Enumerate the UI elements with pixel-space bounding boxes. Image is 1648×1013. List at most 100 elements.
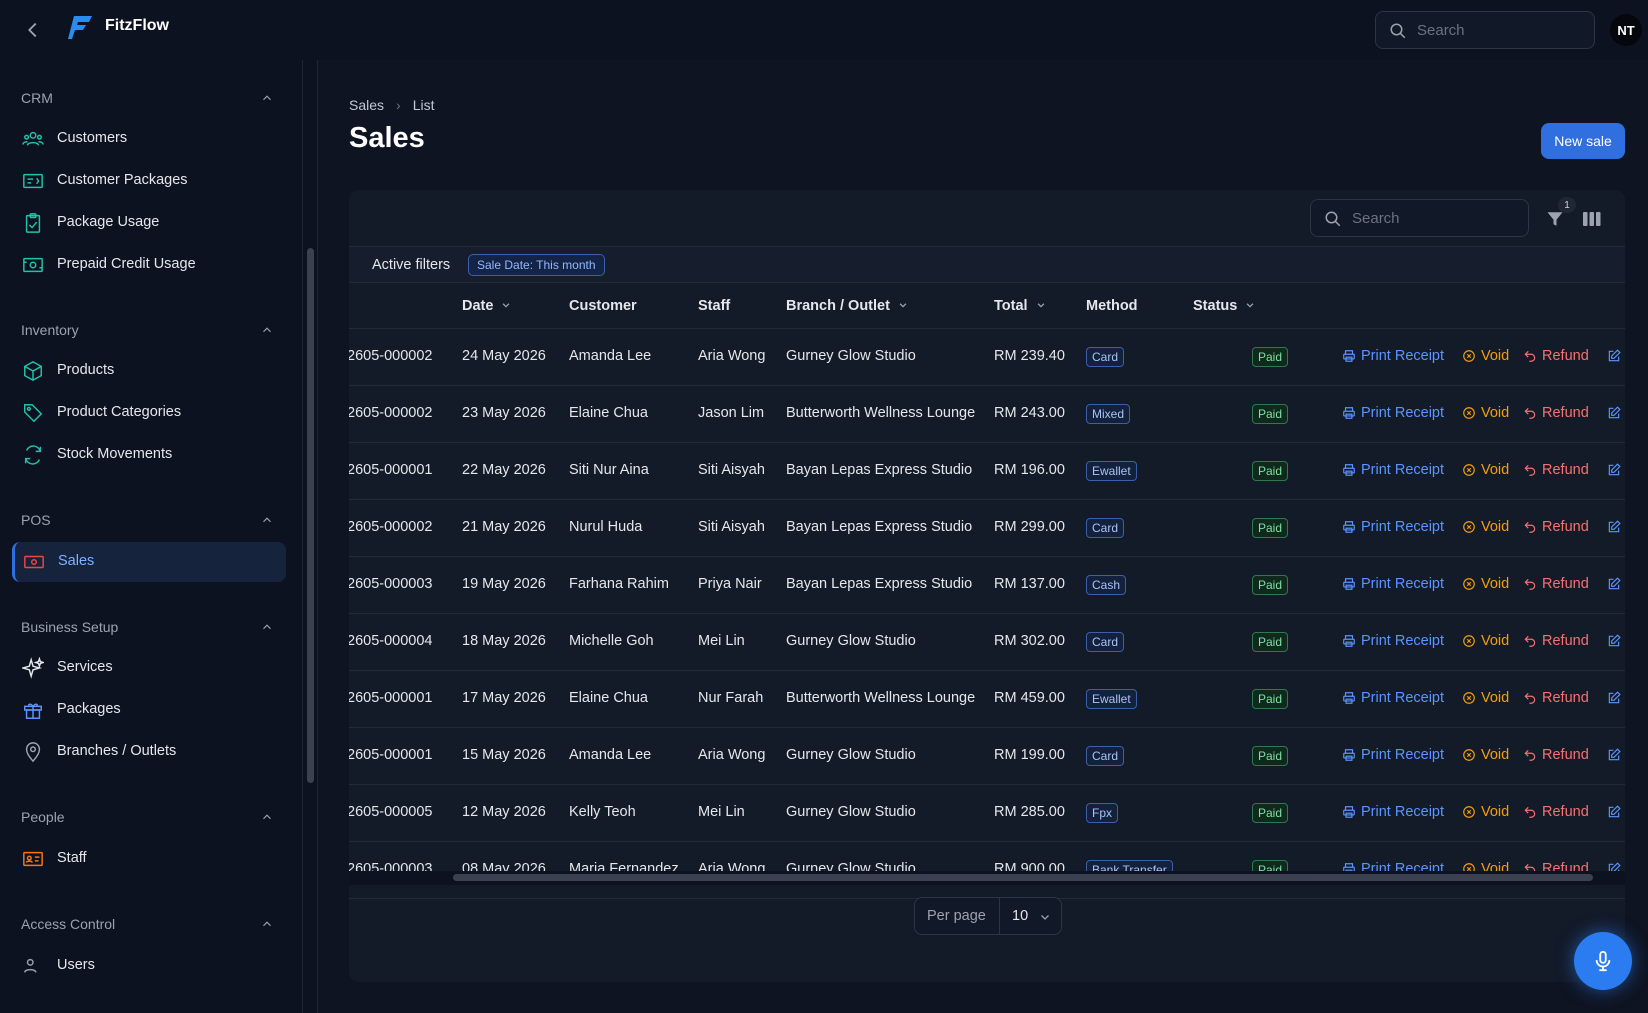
chevron-up-icon[interactable] — [260, 620, 274, 634]
sidebar-item-stock-movements[interactable]: Stock Movements — [12, 435, 286, 475]
table-row[interactable]: 2605-000002 23 May 2026 Elaine Chua Jason L… — [349, 386, 1625, 443]
print-receipt-button[interactable]: Print Receipt — [1342, 804, 1444, 820]
edit-button[interactable]: Edi — [1607, 462, 1625, 478]
sidebar-item-label: Package Usage — [57, 214, 160, 230]
column-header-date[interactable]: Date — [462, 298, 511, 314]
refund-button[interactable]: Refund — [1523, 348, 1589, 364]
edit-button[interactable]: Edi — [1607, 348, 1625, 364]
void-button[interactable]: Void — [1462, 348, 1509, 364]
sidebar-item-products[interactable]: Products — [12, 351, 286, 391]
horizontal-scroll-thumb[interactable] — [453, 874, 1593, 881]
refund-button[interactable]: Refund — [1523, 576, 1589, 592]
refund-button[interactable]: Refund — [1523, 405, 1589, 421]
sidebar-item-sales[interactable]: Sales — [12, 542, 286, 582]
void-button[interactable]: Void — [1462, 405, 1509, 421]
edit-button[interactable]: Edi — [1607, 633, 1625, 649]
print-receipt-button[interactable]: Print Receipt — [1342, 633, 1444, 649]
void-button[interactable]: Void — [1462, 576, 1509, 592]
void-button[interactable]: Void — [1462, 804, 1509, 820]
edit-icon — [1608, 691, 1621, 704]
sidebar-item-product-categories[interactable]: Product Categories — [12, 393, 286, 433]
table-row[interactable]: 2605-000005 12 May 2026 Kelly Teoh Mei Lin G… — [349, 785, 1625, 842]
column-header-method[interactable]: Method — [1086, 298, 1138, 314]
columns-icon[interactable] — [1583, 211, 1601, 227]
sidebar-item-staff[interactable]: Staff — [12, 839, 286, 879]
print-receipt-button[interactable]: Print Receipt — [1342, 747, 1444, 763]
back-arrow-icon[interactable] — [22, 18, 44, 42]
void-button[interactable]: Void — [1462, 462, 1509, 478]
print-receipt-button[interactable]: Print Receipt — [1342, 576, 1444, 592]
column-header-branch[interactable]: Branch / Outlet — [786, 298, 908, 314]
sidebar-item-services[interactable]: Services — [12, 648, 286, 688]
chevron-up-icon[interactable] — [260, 513, 274, 527]
column-header-staff[interactable]: Staff — [698, 298, 731, 314]
table-row[interactable]: 2605-000002 21 May 2026 Nurul Huda Siti Ais… — [349, 500, 1625, 557]
nav-group-business-setup[interactable]: Business Setup — [21, 619, 119, 635]
edit-button[interactable]: Edi — [1607, 747, 1625, 763]
chevron-up-icon[interactable] — [260, 323, 274, 337]
sidebar-item-customer-packages[interactable]: Customer Packages — [12, 161, 286, 201]
print-receipt-button[interactable]: Print Receipt — [1342, 405, 1444, 421]
user-avatar[interactable]: NT — [1610, 14, 1642, 46]
table-search-input[interactable]: Search — [1310, 199, 1529, 237]
nav-group-crm[interactable]: CRM — [21, 90, 53, 106]
nav-group-people[interactable]: People — [21, 809, 65, 825]
refund-button[interactable]: Refund — [1523, 633, 1589, 649]
printer-icon — [1343, 578, 1355, 590]
refund-button[interactable]: Refund — [1523, 690, 1589, 706]
refund-button[interactable]: Refund — [1523, 804, 1589, 820]
void-button[interactable]: Void — [1462, 519, 1509, 535]
chevron-up-icon[interactable] — [260, 810, 274, 824]
sidebar-item-customers[interactable]: Customers — [12, 119, 286, 159]
voice-input-button[interactable] — [1574, 932, 1632, 990]
table-row[interactable]: 2605-000002 24 May 2026 Amanda Lee Aria Won… — [349, 329, 1625, 386]
void-button[interactable]: Void — [1462, 633, 1509, 649]
edit-button[interactable]: Edi — [1607, 405, 1625, 421]
global-search-input[interactable]: Search — [1375, 11, 1595, 49]
refund-button[interactable]: Refund — [1523, 519, 1589, 535]
table-row[interactable]: 2605-000001 22 May 2026 Siti Nur Aina Siti … — [349, 443, 1625, 500]
print-receipt-button[interactable]: Print Receipt — [1342, 690, 1444, 706]
table-row[interactable]: 2605-000001 15 May 2026 Amanda Lee Aria Won… — [349, 728, 1625, 785]
edit-button[interactable]: Edi — [1607, 519, 1625, 535]
active-filter-chip[interactable]: Sale Date: This month — [468, 254, 605, 276]
table-row[interactable]: 2605-000001 17 May 2026 Elaine Chua Nur Far… — [349, 671, 1625, 728]
sidebar-item-package-usage[interactable]: Package Usage — [12, 203, 286, 243]
refund-button[interactable]: Refund — [1523, 747, 1589, 763]
cell-date: 15 May 2026 — [462, 747, 546, 763]
edit-icon — [1608, 520, 1621, 533]
chevron-up-icon[interactable] — [260, 917, 274, 931]
edit-icon — [1608, 349, 1621, 362]
print-receipt-button[interactable]: Print Receipt — [1342, 348, 1444, 364]
table-row[interactable]: 2605-000004 18 May 2026 Michelle Goh Mei Li… — [349, 614, 1625, 671]
edit-button[interactable]: Edi — [1607, 804, 1625, 820]
nav-group-access-control[interactable]: Access Control — [21, 916, 116, 932]
filter-icon[interactable] — [1545, 210, 1565, 228]
new-sale-button[interactable]: New sale — [1541, 123, 1625, 159]
horizontal-scrollbar[interactable] — [349, 871, 1625, 885]
per-page-select[interactable]: Per page 10 — [914, 897, 1062, 935]
breadcrumb-sales[interactable]: Sales — [349, 97, 385, 113]
sidebar-item-prepaid-credit-usage[interactable]: Prepaid Credit Usage — [12, 245, 286, 285]
sidebar-scroll-thumb[interactable] — [307, 248, 314, 783]
void-button[interactable]: Void — [1462, 747, 1509, 763]
void-button[interactable]: Void — [1462, 690, 1509, 706]
nav-group-inventory[interactable]: Inventory — [21, 322, 79, 338]
sidebar-item-branches-outlets[interactable]: Branches / Outlets — [12, 732, 286, 772]
column-header-total[interactable]: Total — [994, 298, 1046, 314]
refund-button[interactable]: Refund — [1523, 462, 1589, 478]
chevron-up-icon[interactable] — [260, 91, 274, 105]
table-row[interactable]: 2605-000003 19 May 2026 Farhana Rahim Priya… — [349, 557, 1625, 614]
print-receipt-button[interactable]: Print Receipt — [1342, 519, 1444, 535]
sidebar-scrollbar[interactable] — [302, 60, 318, 1013]
column-header-customer[interactable]: Customer — [569, 298, 637, 314]
edit-button[interactable]: Edi — [1607, 576, 1625, 592]
sidebar-item-users[interactable]: Users — [12, 946, 286, 986]
nav-group-pos[interactable]: POS — [21, 512, 51, 528]
cell-staff: Siti Aisyah — [698, 462, 765, 478]
column-header-status[interactable]: Status — [1193, 298, 1255, 314]
cell-date: 23 May 2026 — [462, 405, 546, 421]
sidebar-item-packages[interactable]: Packages — [12, 690, 286, 730]
edit-button[interactable]: Edi — [1607, 690, 1625, 706]
print-receipt-button[interactable]: Print Receipt — [1342, 462, 1444, 478]
